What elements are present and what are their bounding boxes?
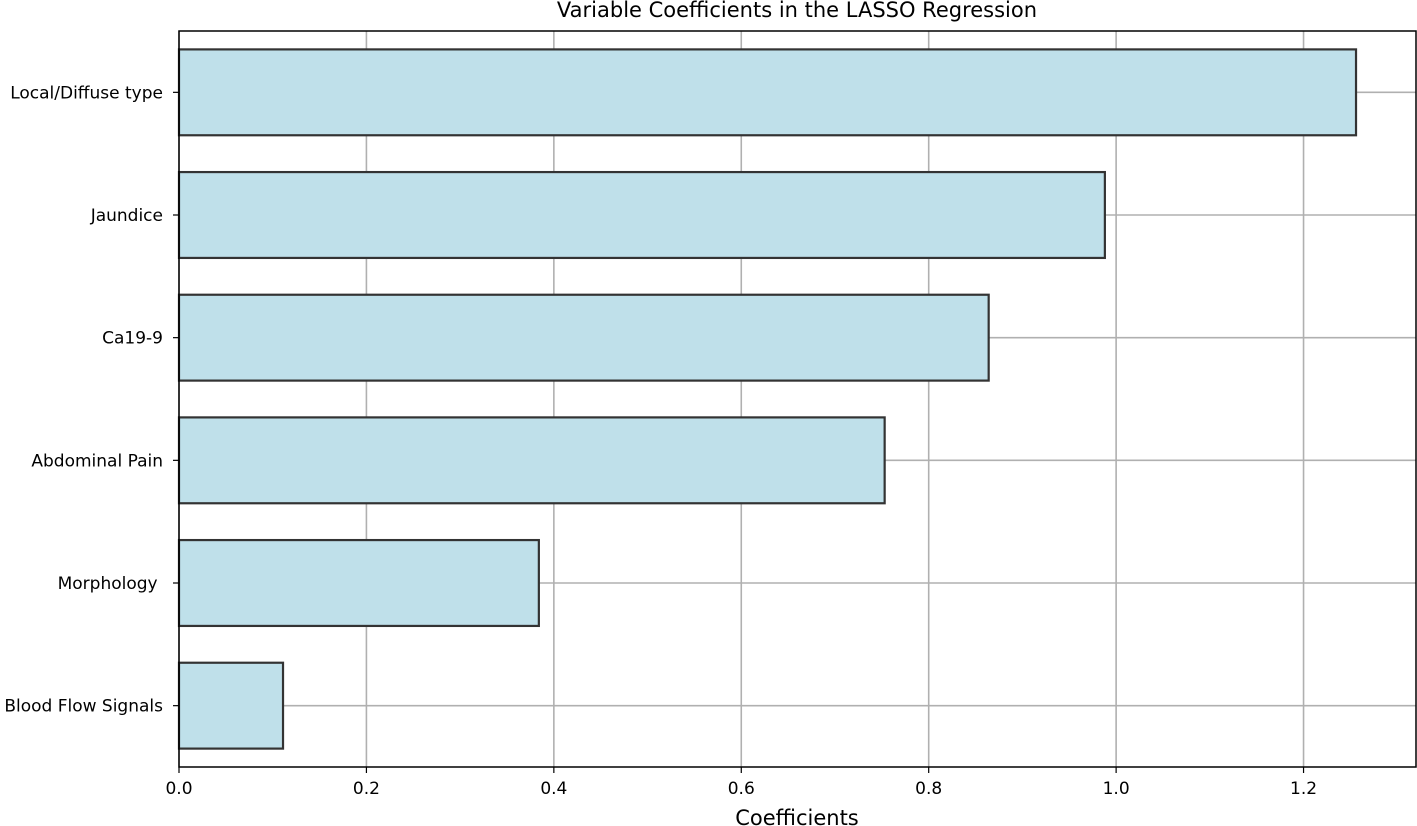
bar	[177, 416, 886, 505]
bar	[177, 170, 1106, 260]
bar	[177, 661, 285, 750]
x-axis-ticks: 0.0 0.2 0.4 0.6 0.8 1.0 1.2	[165, 767, 1317, 799]
y-tick-label: Blood Flow Signals	[4, 697, 163, 717]
x-tick-label: 0.2	[353, 779, 380, 799]
bar	[177, 293, 990, 382]
x-tick-label: 0.8	[915, 779, 942, 799]
y-tick-label: Morphology	[58, 574, 163, 594]
y-tick-label: Jaundice	[90, 206, 163, 226]
x-tick-label: 0.6	[728, 779, 755, 799]
x-axis-label: Coefficients	[735, 806, 859, 826]
y-tick-label: Local/Diffuse type	[10, 83, 163, 103]
plot-frame	[178, 30, 1417, 768]
y-axis-ticks: Local/Diffuse type Jaundice Ca19-9 Abdomina…	[4, 83, 179, 717]
x-tick-label: 1.0	[1103, 779, 1130, 799]
x-tick-label: 0.4	[540, 779, 567, 799]
bars	[177, 48, 1358, 750]
chart-title: Variable Coefficients in the LASSO Regre…	[557, 0, 1037, 22]
bar	[177, 538, 540, 628]
y-tick-label: Ca19-9	[102, 329, 163, 349]
y-tick-label: Abdominal Pain	[31, 451, 163, 471]
x-tick-label: 1.2	[1290, 779, 1317, 799]
bar	[177, 48, 1358, 137]
x-tick-label: 0.0	[165, 779, 192, 799]
grid-lines	[178, 31, 1416, 767]
